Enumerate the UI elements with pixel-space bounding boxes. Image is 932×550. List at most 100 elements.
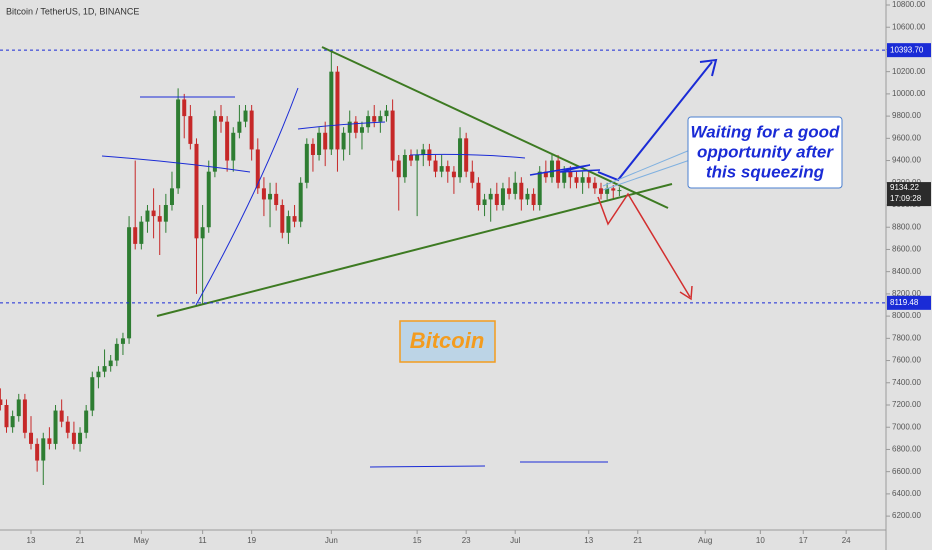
candle-body xyxy=(317,132,322,155)
candle-body xyxy=(611,188,616,191)
y-tick-label: 6800.00 xyxy=(892,445,921,454)
candle-body xyxy=(47,438,52,444)
candle-body xyxy=(219,116,224,122)
candle-body xyxy=(139,221,144,244)
candle-body xyxy=(556,160,561,183)
candle-body xyxy=(507,188,512,194)
callout-text: this squeezing xyxy=(706,162,825,181)
candle-body xyxy=(163,205,168,222)
candle-body xyxy=(488,193,493,200)
candle-body xyxy=(396,160,401,178)
candle-body xyxy=(451,171,456,178)
candle-body xyxy=(10,416,15,428)
candle-body xyxy=(29,432,34,444)
candle-body xyxy=(114,343,119,361)
y-tick-label: 8000.00 xyxy=(892,311,921,320)
candle-body xyxy=(157,216,162,222)
x-tick-label: 10 xyxy=(756,536,765,545)
candle-body xyxy=(500,188,505,205)
candle-body xyxy=(470,171,475,183)
y-tick-label: 10000.00 xyxy=(892,89,926,98)
y-tick-label: 8400.00 xyxy=(892,267,921,276)
y-tick-label: 6200.00 xyxy=(892,511,921,520)
y-tick-label: 9600.00 xyxy=(892,133,921,142)
candle-body xyxy=(225,121,230,161)
x-tick-label: May xyxy=(134,536,149,545)
arrow-head xyxy=(679,285,693,301)
y-tick-label: 6600.00 xyxy=(892,467,921,476)
candle-body xyxy=(617,190,622,192)
candle-body xyxy=(353,121,358,133)
candle-body xyxy=(127,227,132,339)
candle-body xyxy=(22,399,27,433)
chart-title: Bitcoin / TetherUS, 1D, BINANCE xyxy=(6,6,139,16)
candle-body xyxy=(421,149,426,155)
candle-body xyxy=(212,116,217,172)
candle-body xyxy=(102,366,107,372)
candle-body xyxy=(145,210,150,222)
y-tick-label: 8800.00 xyxy=(892,222,921,231)
candle-body xyxy=(108,360,113,367)
x-tick-label: Jun xyxy=(325,536,338,545)
candle-body xyxy=(366,116,371,128)
candle-body xyxy=(323,132,328,150)
candle-body xyxy=(482,199,487,205)
candle-body xyxy=(568,171,573,178)
candle-body xyxy=(255,149,260,189)
candle-body xyxy=(605,188,610,194)
candle-body xyxy=(96,371,101,378)
x-tick-label: 23 xyxy=(462,536,471,545)
callout-text: opportunity after xyxy=(697,142,834,161)
candle-body xyxy=(249,110,254,150)
candle-body xyxy=(0,399,3,405)
candle-body xyxy=(359,127,364,133)
y-tick-label: 8200.00 xyxy=(892,289,921,298)
candle-body xyxy=(390,110,395,161)
asset-label: Bitcoin xyxy=(410,328,485,353)
trendline xyxy=(156,183,673,317)
candle-body xyxy=(176,99,181,189)
candle-body xyxy=(494,193,499,205)
candle-body xyxy=(78,432,83,444)
y-tick-label: 10800.00 xyxy=(892,0,926,9)
candle-body xyxy=(519,182,524,200)
candle-body xyxy=(35,443,40,461)
y-tick-label: 10200.00 xyxy=(892,67,926,76)
y-tick-label: 7800.00 xyxy=(892,333,921,342)
callout-text: Waiting for a good xyxy=(691,122,841,141)
candle-body xyxy=(415,155,420,161)
label-box xyxy=(399,320,496,363)
arrow-down xyxy=(597,192,691,298)
y-tick-label: 9400.00 xyxy=(892,156,921,165)
candle-body xyxy=(16,399,21,417)
candle-body xyxy=(537,171,542,205)
candle-body xyxy=(409,155,414,161)
candle-body xyxy=(194,143,199,239)
x-tick-label: 24 xyxy=(842,536,851,545)
candle-body xyxy=(243,110,248,122)
y-tick-label: 10600.00 xyxy=(892,22,926,31)
candle-body xyxy=(543,171,548,178)
trendline xyxy=(321,46,669,209)
y-tick-label: 7600.00 xyxy=(892,356,921,365)
candle-body xyxy=(65,421,70,433)
candle-body xyxy=(280,205,285,233)
candle-body xyxy=(151,210,156,217)
candle-body xyxy=(298,182,303,222)
candle-body xyxy=(200,227,205,239)
candle-body xyxy=(206,171,211,228)
countdown: 17:09:28 xyxy=(890,194,922,203)
y-tick-label: 6400.00 xyxy=(892,489,921,498)
candle-body xyxy=(71,432,76,444)
candle-body xyxy=(329,71,334,150)
curve xyxy=(195,87,299,306)
curve xyxy=(297,121,386,130)
candle-body xyxy=(592,182,597,189)
curve xyxy=(101,155,251,173)
y-tick-label: 7000.00 xyxy=(892,422,921,431)
candle-body xyxy=(120,338,125,344)
candle-body xyxy=(549,160,554,178)
candle-body xyxy=(378,116,383,122)
